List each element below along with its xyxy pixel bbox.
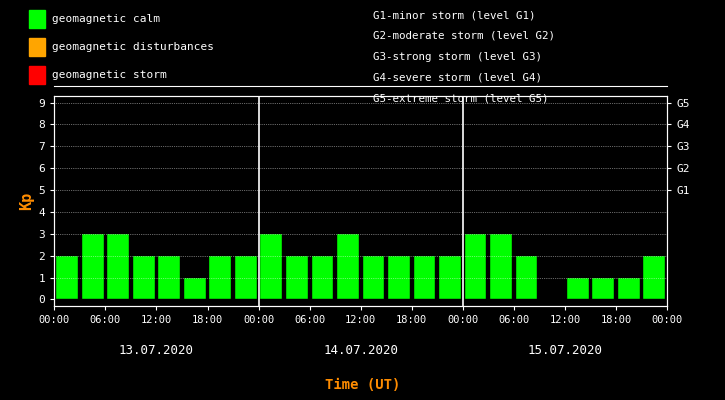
Bar <box>57 256 78 300</box>
Bar <box>592 278 614 300</box>
Bar <box>465 234 486 300</box>
Bar <box>82 234 104 300</box>
Bar <box>312 256 334 300</box>
Bar <box>362 256 384 300</box>
Bar <box>184 278 206 300</box>
Bar <box>515 256 537 300</box>
Text: 14.07.2020: 14.07.2020 <box>323 344 398 357</box>
Text: 13.07.2020: 13.07.2020 <box>119 344 194 357</box>
Bar <box>618 278 639 300</box>
Text: geomagnetic storm: geomagnetic storm <box>52 70 167 80</box>
Bar <box>210 256 231 300</box>
Bar <box>286 256 307 300</box>
Bar <box>337 234 359 300</box>
Text: geomagnetic calm: geomagnetic calm <box>52 14 160 24</box>
Bar <box>490 234 512 300</box>
Bar <box>235 256 257 300</box>
Text: G4-severe storm (level G4): G4-severe storm (level G4) <box>373 72 542 82</box>
Text: G5-extreme storm (level G5): G5-extreme storm (level G5) <box>373 93 549 103</box>
Bar <box>388 256 410 300</box>
Text: geomagnetic disturbances: geomagnetic disturbances <box>52 42 214 52</box>
Bar <box>107 234 129 300</box>
Bar <box>260 234 282 300</box>
Bar <box>133 256 154 300</box>
Y-axis label: Kp: Kp <box>20 192 34 210</box>
Bar <box>439 256 461 300</box>
Bar <box>567 278 589 300</box>
Bar <box>414 256 435 300</box>
Text: G3-strong storm (level G3): G3-strong storm (level G3) <box>373 52 542 62</box>
Text: G1-minor storm (level G1): G1-minor storm (level G1) <box>373 10 536 20</box>
Text: 15.07.2020: 15.07.2020 <box>527 344 602 357</box>
Bar <box>158 256 180 300</box>
Text: Time (UT): Time (UT) <box>325 378 400 392</box>
Bar <box>643 256 665 300</box>
Text: G2-moderate storm (level G2): G2-moderate storm (level G2) <box>373 31 555 41</box>
